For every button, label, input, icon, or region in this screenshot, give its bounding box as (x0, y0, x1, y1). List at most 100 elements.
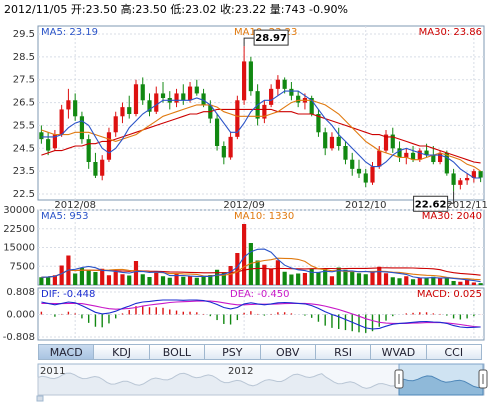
quote-date: 2012/11/05 (4, 3, 68, 16)
high-label: 高: (120, 3, 136, 16)
volume-bar (377, 266, 382, 285)
tab-cci[interactable]: CCI (426, 344, 482, 360)
date-tick-label: 2012/08 (54, 200, 96, 211)
candle-body (262, 104, 267, 119)
candle-body (316, 114, 321, 133)
volume-bar (181, 276, 186, 285)
volume-bar (289, 274, 294, 285)
tab-wvad[interactable]: WVAD (371, 344, 427, 360)
tab-rsi[interactable]: RSI (315, 344, 372, 360)
tab-psy[interactable]: PSY (205, 344, 261, 360)
candle-body (343, 146, 348, 160)
candle-body (201, 93, 206, 105)
candle-body (444, 152, 449, 174)
close-label: 收: (220, 3, 235, 16)
candle-body (187, 86, 193, 101)
ma10-line (41, 99, 481, 172)
ma30-line (41, 108, 481, 164)
volume-bar (187, 276, 193, 285)
indicator-tabs: MACD KDJ BOLL PSY OBV RSI WVAD CCI (38, 344, 482, 360)
date-tick-label: 2012/11 (446, 200, 488, 211)
candle-body (289, 88, 294, 96)
vol-value: 743 (284, 3, 306, 16)
dif-line (41, 299, 481, 330)
volume-bar (478, 283, 483, 285)
volume-bar (458, 281, 463, 285)
macd-legend: MACD: 0.025 (417, 289, 482, 300)
candle-body (329, 136, 335, 149)
volume-bar (100, 268, 105, 285)
vol-ma30-legend: MA30: 2040 (422, 211, 482, 222)
volume-bar (120, 274, 125, 285)
candle-body (106, 132, 112, 160)
candle-body (309, 98, 314, 114)
volume-bar (350, 272, 355, 285)
candle-body (397, 148, 402, 158)
date-tick-label: 2012/09 (223, 200, 265, 211)
volume-bar (221, 272, 226, 285)
high-value: 23.50 (135, 3, 167, 16)
volume-bar (424, 277, 429, 285)
candle-body (100, 159, 105, 176)
volume-bar (404, 276, 409, 285)
volume-bar (127, 275, 132, 285)
panel-frame (37, 25, 485, 201)
volume-bar (471, 282, 476, 285)
candle-body (221, 146, 226, 158)
volume-bar (451, 281, 456, 285)
navigator-selection-area (398, 375, 484, 396)
vol-ma5-line (41, 248, 481, 283)
candle-body (370, 166, 375, 183)
open-label: 开: (70, 3, 86, 16)
low-value: 23.02 (185, 3, 217, 16)
vol-ma10-line (41, 257, 481, 281)
candle-body (140, 84, 145, 101)
volume-bar (228, 266, 233, 285)
candle-body (73, 100, 78, 117)
volume-bar (431, 276, 436, 285)
volume-bar (296, 273, 301, 285)
price-tick-label: 24.5 (13, 143, 35, 154)
tab-kdj[interactable]: KDJ (94, 344, 150, 360)
volume-bar (106, 275, 112, 285)
candle-body (79, 116, 85, 140)
candle-body (214, 118, 220, 146)
volume-bar (309, 268, 314, 285)
volume-bar (316, 272, 321, 285)
tab-macd[interactable]: MACD (38, 344, 95, 360)
candle-body (86, 139, 91, 162)
tab-boll[interactable]: BOLL (149, 344, 206, 360)
candle-body (458, 180, 463, 185)
candle-body (410, 152, 416, 160)
candle-body (282, 79, 287, 89)
candle-body (377, 150, 382, 167)
candle-body (228, 136, 233, 158)
candle-body (133, 84, 139, 114)
volume-bar (86, 269, 91, 285)
volume-bar (410, 279, 416, 285)
volume-bar (147, 277, 152, 285)
volume-bar (39, 277, 44, 285)
volume-bar (444, 277, 449, 285)
macd-tick-label: -0.808 (3, 332, 35, 343)
volume-bar (201, 276, 206, 285)
vol-ma10-legend: MA10: 1330 (234, 211, 294, 222)
volume-bar (140, 274, 145, 285)
volume-bar (390, 277, 395, 285)
navigator-scrollbar[interactable] (36, 395, 44, 402)
volume-bar (242, 224, 247, 285)
ma5-line (41, 90, 481, 179)
volume-bar (275, 260, 280, 285)
price-tick-label: 23.5 (13, 166, 35, 177)
candle-body (269, 88, 274, 105)
panel-frame (37, 287, 485, 341)
tab-obv[interactable]: OBV (260, 344, 316, 360)
macd-tick-label: 0.000 (6, 310, 35, 321)
candle-body (194, 86, 199, 94)
candle-body (59, 109, 64, 135)
candle-body (356, 168, 362, 174)
volume-bar (465, 280, 470, 285)
volume-bar (79, 268, 85, 285)
low-label: 低: (170, 3, 186, 16)
